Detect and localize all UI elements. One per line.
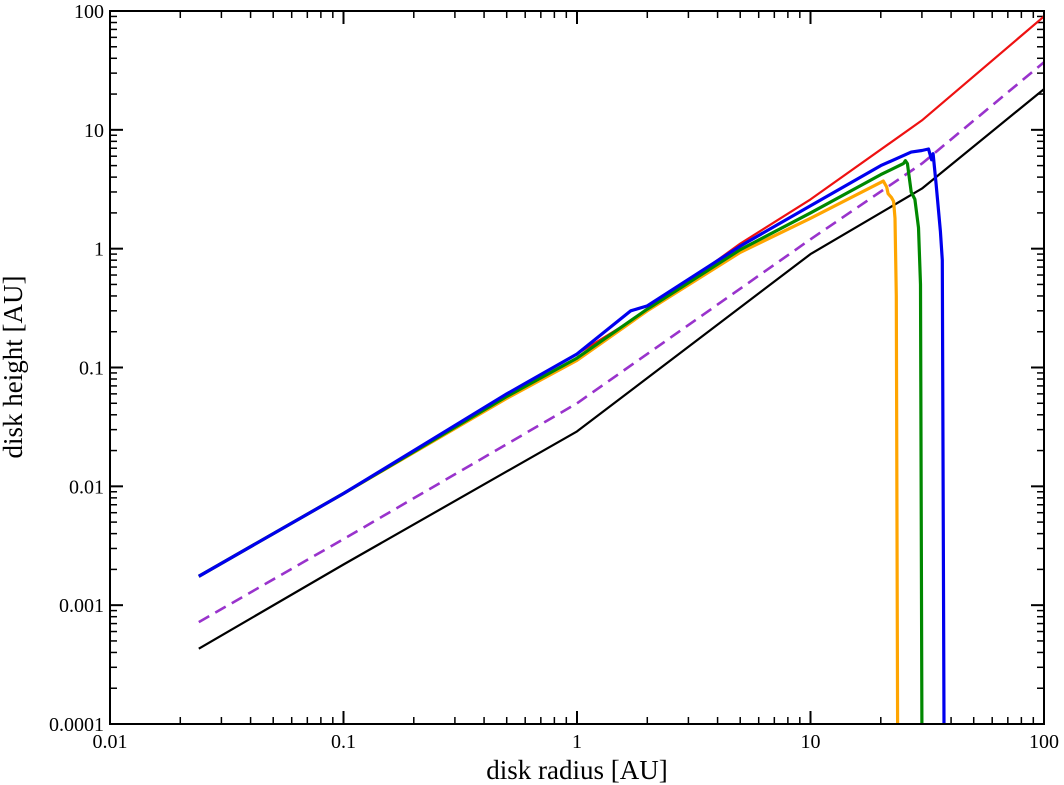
y-axis-label: disk height [AU] (0, 276, 28, 459)
y-tick-label: 0.01 (69, 476, 104, 498)
series-line-4 (198, 179, 900, 725)
y-tick-label: 1 (94, 239, 104, 261)
x-tick-label: 1 (572, 731, 582, 753)
y-tick-label: 0.0001 (49, 714, 104, 736)
x-tick-label: 100 (1029, 731, 1059, 753)
plot-frame (109, 10, 1045, 725)
series-line-3 (198, 61, 1045, 624)
y-tick-label: 10 (84, 120, 104, 142)
series-line-5 (198, 159, 924, 725)
x-tick-label: 0.01 (93, 731, 128, 753)
series-line-6 (198, 147, 946, 725)
y-tick-label: 0.001 (59, 595, 104, 617)
data-series (198, 15, 1045, 725)
x-tick-label: 0.1 (331, 731, 356, 753)
y-tick-label: 100 (74, 1, 104, 23)
series-line-2 (198, 88, 1045, 650)
x-axis-label: disk radius [AU] (486, 755, 667, 785)
x-tick-label: 10 (801, 731, 821, 753)
y-tick-label: 0.1 (79, 358, 104, 380)
tick-labels: 0.01 0.1 1 10 100 0.0001 0.001 0.01 0.1 1 10 100 (49, 1, 1059, 753)
